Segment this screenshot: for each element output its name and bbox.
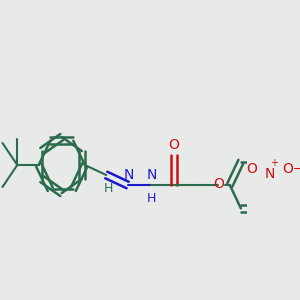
Text: +: + (270, 158, 278, 168)
Text: N: N (123, 168, 134, 182)
Text: O: O (246, 162, 257, 176)
Text: H: H (104, 182, 113, 194)
Text: N: N (146, 168, 157, 182)
Text: N: N (265, 167, 275, 182)
Text: −: − (292, 163, 300, 176)
Text: H: H (147, 191, 156, 205)
Text: O: O (282, 162, 293, 176)
Text: O: O (168, 138, 179, 152)
Text: O: O (214, 177, 224, 191)
